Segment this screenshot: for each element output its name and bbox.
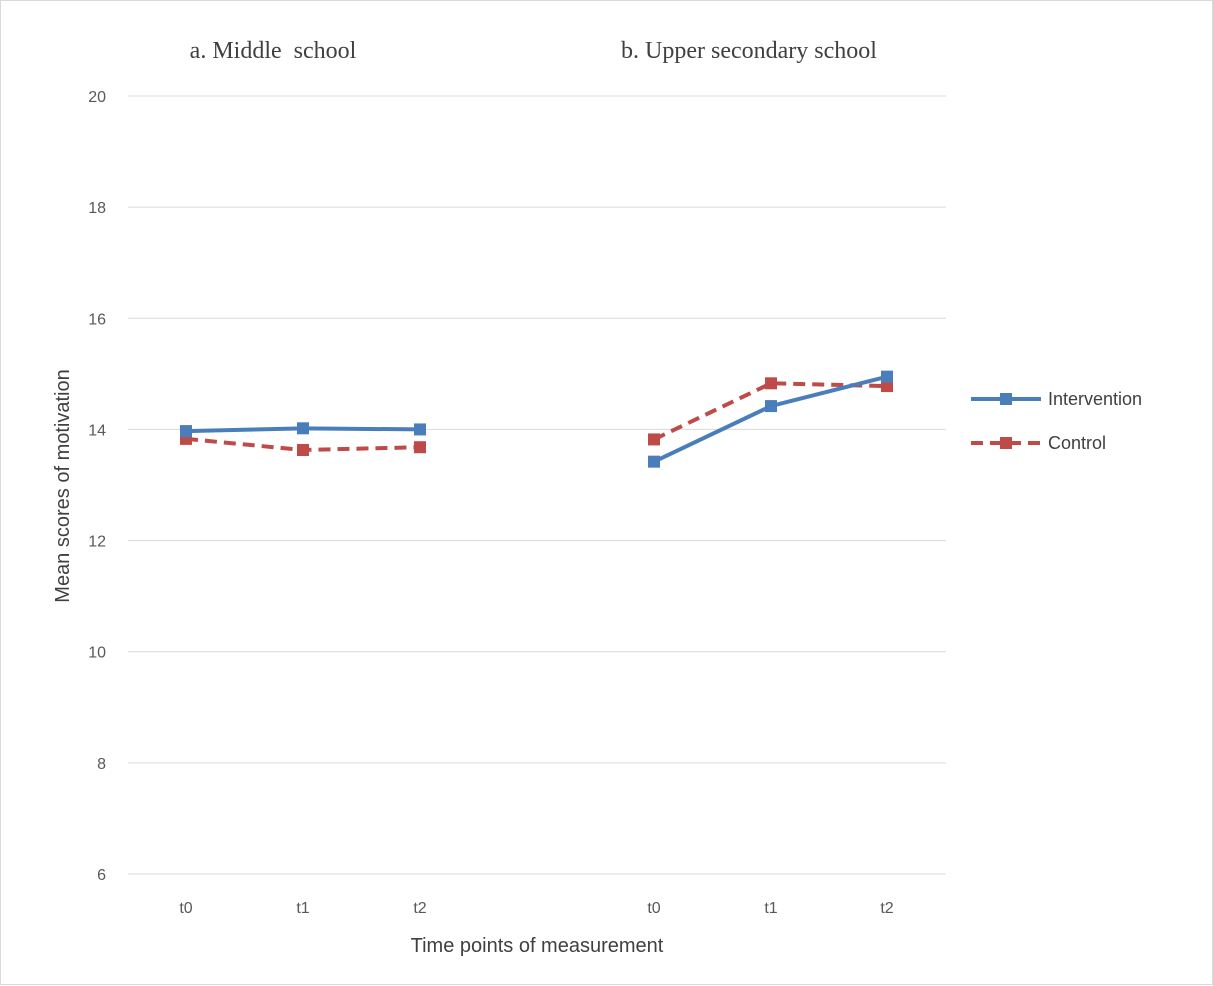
series-line-intervention-panel-b bbox=[653, 374, 888, 464]
y-tick-label: 10 bbox=[88, 645, 106, 662]
data-point-control-t0 bbox=[648, 433, 660, 446]
y-tick-label: 14 bbox=[88, 422, 106, 439]
x-tick-label: t0 bbox=[179, 900, 192, 917]
legend-marker-control bbox=[1000, 437, 1012, 449]
legend-item-intervention: Intervention bbox=[971, 389, 1142, 409]
x-tick-label: t2 bbox=[880, 900, 893, 917]
data-point-control-t2 bbox=[414, 441, 426, 454]
data-point-control-t1 bbox=[297, 443, 309, 456]
y-tick-label: 8 bbox=[97, 756, 106, 773]
x-tick-label: t0 bbox=[647, 900, 660, 917]
legend-label-control: Control bbox=[1048, 433, 1106, 453]
panel-b-title: b. Upper secondary school bbox=[621, 38, 877, 64]
y-axis-title: Mean scores of motivation bbox=[52, 369, 74, 602]
data-point-intervention-t2 bbox=[881, 370, 893, 383]
y-tick-label: 18 bbox=[88, 200, 106, 217]
data-point-control-t1 bbox=[765, 377, 777, 390]
data-point-intervention-t1 bbox=[765, 400, 777, 413]
gridlines bbox=[128, 95, 946, 875]
panel-a-title: a. Middle school bbox=[190, 38, 357, 64]
y-tick-label: 6 bbox=[97, 867, 106, 884]
x-axis-ticks: t0 t1 t2 t0 t1 t2 bbox=[179, 900, 893, 917]
series-markers bbox=[180, 370, 893, 468]
legend-item-control: Control bbox=[971, 433, 1106, 453]
data-point-control-t2 bbox=[881, 380, 893, 393]
y-tick-label: 12 bbox=[88, 534, 106, 551]
data-point-intervention-t2 bbox=[414, 423, 426, 436]
x-axis-title: Time points of measurement bbox=[411, 935, 664, 957]
data-point-intervention-t1 bbox=[297, 422, 309, 435]
series-line-control-panel-b bbox=[653, 381, 888, 442]
x-tick-label: t1 bbox=[296, 900, 309, 917]
legend: Intervention Control bbox=[971, 389, 1142, 453]
y-tick-label: 16 bbox=[88, 311, 106, 328]
data-point-intervention-t0 bbox=[648, 455, 660, 468]
y-tick-label: 20 bbox=[88, 89, 106, 106]
legend-marker-intervention bbox=[1000, 393, 1012, 405]
series-lines bbox=[185, 374, 888, 464]
x-tick-label: t2 bbox=[413, 900, 426, 917]
y-axis-ticks: 6 8 10 12 14 16 18 20 bbox=[88, 89, 106, 884]
data-point-intervention-t0 bbox=[180, 425, 192, 438]
legend-label-intervention: Intervention bbox=[1048, 389, 1142, 409]
x-tick-label: t1 bbox=[764, 900, 777, 917]
